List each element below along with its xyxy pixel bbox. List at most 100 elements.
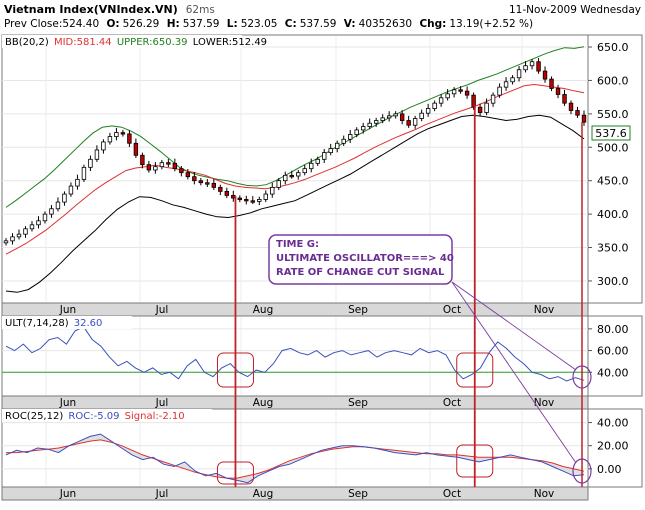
candle bbox=[542, 66, 548, 83]
candle-body-up bbox=[114, 132, 119, 137]
candle-body-down bbox=[458, 89, 463, 92]
candle-body-up bbox=[335, 142, 340, 150]
candle-body-up bbox=[419, 112, 424, 119]
candle-body-up bbox=[81, 166, 87, 180]
candle bbox=[419, 109, 424, 122]
annotation-line-2: ULTIMATE OSCILLATOR===> 40 bbox=[276, 253, 454, 264]
candle-body-down bbox=[555, 88, 561, 95]
month-label: Aug bbox=[253, 304, 274, 316]
candle-body-up bbox=[107, 136, 113, 143]
candle-body-up bbox=[276, 180, 281, 188]
candle bbox=[29, 221, 35, 232]
candle-body-down bbox=[289, 174, 294, 178]
candle bbox=[523, 61, 528, 73]
candle bbox=[211, 178, 217, 191]
candle bbox=[510, 75, 515, 85]
candle bbox=[490, 92, 496, 107]
ult-line bbox=[5, 326, 585, 382]
candle bbox=[315, 156, 320, 166]
candle-body-down bbox=[549, 78, 554, 89]
candle-body-up bbox=[36, 220, 41, 226]
candle bbox=[529, 59, 535, 70]
candle-body-down bbox=[211, 182, 217, 188]
candle-body-up bbox=[23, 228, 28, 235]
last-price-tag-text: 537.6 bbox=[595, 127, 627, 140]
month-label: Oct bbox=[443, 488, 461, 500]
candle bbox=[302, 164, 307, 176]
candle-body-down bbox=[244, 199, 249, 202]
candle bbox=[179, 165, 184, 177]
roc-month-labels: Jun Jul Aug Sep Oct Nov bbox=[59, 488, 554, 500]
candle-body-up bbox=[360, 126, 366, 131]
candle bbox=[464, 86, 470, 99]
candle-body-down bbox=[120, 132, 126, 135]
ult-signal-box bbox=[216, 352, 254, 388]
bollinger-bands bbox=[5, 46, 585, 293]
roc-signal-fill bbox=[6, 434, 584, 483]
candle-body-up bbox=[75, 178, 80, 187]
ult-month-band bbox=[1, 395, 589, 410]
roc-month-band bbox=[1, 486, 589, 501]
price-tick-labels: 650.0 600.0 550.0 500.0 450.0 400.0 350.0 300.0 bbox=[588, 41, 629, 288]
candle-body-up bbox=[302, 168, 307, 174]
candle-body-down bbox=[568, 102, 574, 111]
candle bbox=[10, 233, 15, 245]
candle bbox=[205, 179, 210, 188]
candle-body-down bbox=[581, 114, 587, 123]
candle bbox=[263, 190, 268, 203]
candle-body-up bbox=[490, 94, 496, 104]
month-label: Jul bbox=[155, 397, 169, 409]
annotation-pointer-roc bbox=[451, 281, 577, 464]
candle bbox=[159, 159, 165, 170]
candle-body-down bbox=[127, 133, 132, 144]
ult-tick-label: 80.00 bbox=[597, 323, 629, 336]
candle-body-up bbox=[516, 69, 522, 79]
candle-body-up bbox=[438, 97, 444, 104]
candle-body-down bbox=[399, 113, 405, 121]
candle bbox=[146, 160, 152, 173]
ult-legend: ULT(7,14,28) 32.60 bbox=[5, 318, 102, 329]
candle bbox=[237, 195, 242, 203]
candle-body-up bbox=[523, 65, 528, 71]
month-label: Jul bbox=[155, 304, 169, 316]
candle-body-down bbox=[140, 154, 145, 166]
candle-body-up bbox=[153, 166, 158, 171]
price-tick-label: 450.0 bbox=[597, 175, 629, 188]
candle bbox=[224, 187, 230, 199]
candle-body-up bbox=[3, 240, 9, 244]
candle-body-up bbox=[270, 186, 275, 195]
price-tick-label: 600.0 bbox=[597, 74, 629, 87]
candle-body-up bbox=[386, 115, 392, 119]
candle bbox=[283, 171, 288, 185]
candle bbox=[399, 110, 405, 125]
price-tick-label: 350.0 bbox=[597, 242, 629, 255]
candle-body-up bbox=[354, 129, 359, 135]
candle bbox=[477, 103, 483, 117]
bb-mid-line bbox=[5, 83, 585, 255]
candle bbox=[354, 127, 359, 138]
candle-body-up bbox=[88, 158, 93, 168]
candle-body-up bbox=[445, 93, 450, 99]
candle-body-up bbox=[497, 86, 502, 96]
candle bbox=[133, 138, 139, 158]
candle-body-up bbox=[328, 148, 333, 154]
candle-body-down bbox=[198, 180, 204, 184]
candle-body-down bbox=[536, 61, 541, 72]
candle bbox=[270, 182, 275, 198]
candle bbox=[257, 196, 262, 206]
candle bbox=[120, 129, 126, 137]
candle-body-down bbox=[172, 162, 178, 170]
ult-current-circle bbox=[572, 365, 592, 389]
ult-legend-background bbox=[2, 316, 132, 329]
candle bbox=[432, 100, 437, 112]
candle bbox=[153, 161, 158, 174]
candle bbox=[386, 111, 392, 122]
candle-body-up bbox=[315, 158, 320, 164]
candle bbox=[49, 205, 54, 218]
candle bbox=[562, 89, 567, 106]
candle-body-up bbox=[380, 117, 385, 121]
candle-body-down bbox=[231, 194, 236, 199]
roc-signal-line bbox=[6, 439, 585, 479]
candle bbox=[328, 143, 333, 156]
price-tick-label: 500.0 bbox=[597, 141, 629, 154]
